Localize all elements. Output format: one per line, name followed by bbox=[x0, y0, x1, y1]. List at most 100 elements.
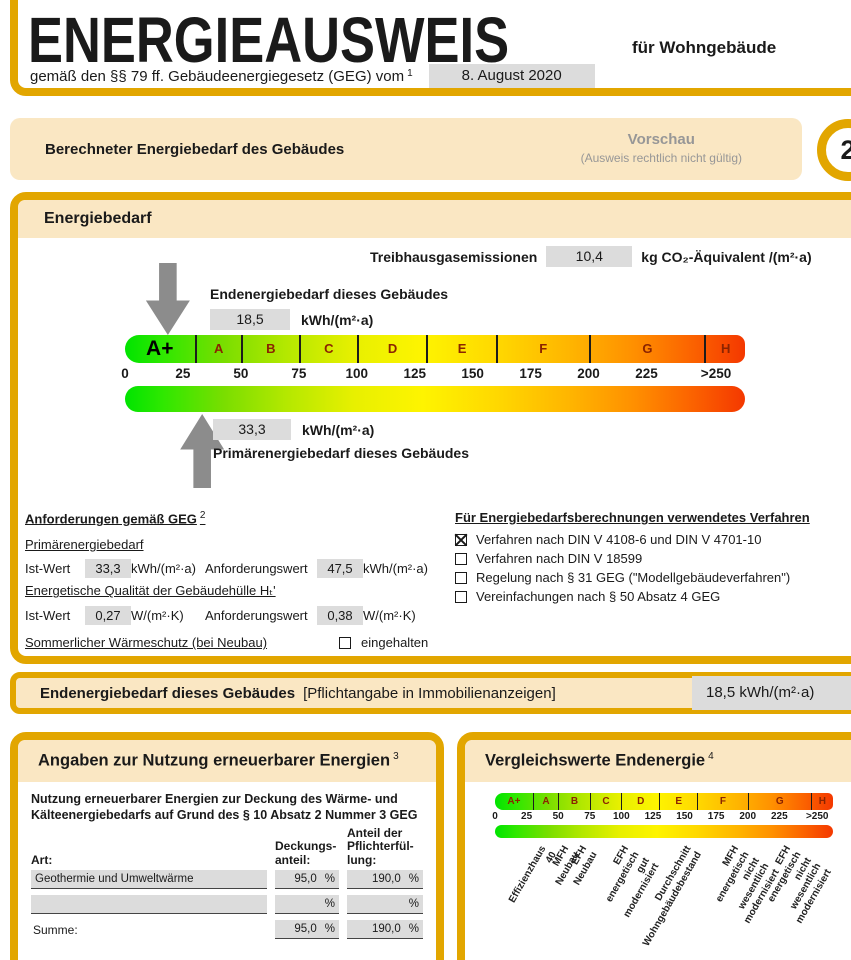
end-energy-label: Endenergiebedarf dieses Gebäudes bbox=[210, 286, 449, 302]
document-header: ENERGIEAUSWEIS für Wohngebäude gemäß den… bbox=[10, 0, 851, 96]
scale-tick-25: 25 bbox=[175, 366, 191, 381]
scale-tick-150: 150 bbox=[676, 811, 693, 822]
comparison-class-scale: A+ A B C D E F G H bbox=[495, 793, 833, 810]
comparison-scale-ticks: 0 25 50 75 100 125 150 175 200 225 >250 bbox=[492, 811, 833, 824]
energy-class-a: A bbox=[194, 335, 241, 363]
method-option-row: Vereinfachungen nach § 50 Absatz 4 GEG bbox=[455, 587, 851, 606]
pflicht-cell-value: 190,0 bbox=[371, 873, 401, 886]
ghg-label: Treibhausgasemissionen bbox=[370, 248, 538, 265]
primary-anf-field: 47,5 bbox=[317, 559, 363, 579]
scale-tick-100: 100 bbox=[613, 811, 630, 822]
scale-tick->250: >250 bbox=[805, 811, 829, 822]
percent-sign: % bbox=[324, 898, 335, 911]
ist-wert-label: Ist-Wert bbox=[25, 608, 71, 624]
primary-energy-value-row: 33,3 kWh/(m²·a) bbox=[213, 419, 374, 440]
scale-tick->250: >250 bbox=[700, 366, 732, 381]
summe-row: Summe: 95,0% 190,0% bbox=[31, 920, 423, 940]
energy-class-a: A bbox=[532, 793, 558, 810]
primary-requirement-heading: Primärenergiebedarf bbox=[25, 537, 144, 553]
energy-class-c: C bbox=[589, 793, 622, 810]
energy-class-f: F bbox=[697, 793, 748, 810]
col-pflichterfuellung: Anteil der Pflichterfül- lung: bbox=[347, 826, 414, 867]
preview-watermark: Vorschau (Ausweis rechtlich nicht gültig… bbox=[581, 131, 742, 167]
scale-tick-75: 75 bbox=[584, 811, 596, 822]
scale-tick-225: 225 bbox=[635, 366, 658, 381]
method-option-row: Verfahren nach DIN V 4108-6 und DIN V 47… bbox=[455, 530, 851, 549]
ist-wert-label: Ist-Wert bbox=[25, 561, 71, 577]
pflicht-cell: 190,0% bbox=[347, 870, 423, 890]
summe-pflicht-cell: 190,0% bbox=[347, 920, 423, 940]
end-banner-bracket: [Pflichtangabe in Immobilienanzeigen] bbox=[303, 684, 556, 702]
anforderungswert-label: Anforderungswert bbox=[205, 608, 308, 624]
pflicht-cell: % bbox=[347, 895, 423, 915]
envelope-requirement-row: Ist-Wert 0,27 W/(m²·K) Anforderungswert … bbox=[25, 603, 449, 628]
comparison-gradient-bar bbox=[495, 825, 833, 838]
method-checkbox-0[interactable] bbox=[455, 533, 467, 546]
renewables-table-header: Art: Deckungs- anteil: Anteil der Pflich… bbox=[31, 826, 423, 867]
envelope-anf-unit: W/(m²·K) bbox=[363, 608, 416, 624]
primary-anf-unit: kWh/(m²·a) bbox=[363, 561, 428, 577]
energy-class-d: D bbox=[356, 335, 427, 363]
comparison-scale: A+ A B C D E F G H 0 25 50 75 100 125 150 175 200 225 >250 bbox=[492, 793, 833, 838]
energy-gradient-bar bbox=[125, 386, 745, 412]
scale-tick-0: 0 bbox=[492, 811, 498, 822]
scale-tick-50: 50 bbox=[233, 366, 249, 381]
method-checkbox-2[interactable] bbox=[455, 571, 467, 584]
energy-class-b: B bbox=[558, 793, 590, 810]
energy-class-a+: A+ bbox=[507, 796, 521, 807]
energy-class-c: C bbox=[298, 335, 357, 363]
col-deckungsanteil: Deckungs- anteil: bbox=[275, 839, 337, 867]
energy-class-e: E bbox=[659, 793, 697, 810]
scale-tick-200: 200 bbox=[739, 811, 757, 822]
treibhausgas-row: Treibhausgasemissionen 10,4 kg CO₂-Äquiv… bbox=[370, 246, 812, 267]
percent-sign: % bbox=[324, 873, 335, 886]
law-reference-text: gemäß den §§ 79 ff. Gebäudeenergiegesetz… bbox=[30, 67, 405, 85]
method-option-label: Regelung nach § 31 GEG ("Modellgebäudeve… bbox=[476, 570, 791, 585]
document-title: ENERGIEAUSWEIS bbox=[28, 4, 510, 76]
section-energiebedarf-title: Energiebedarf bbox=[18, 200, 851, 238]
end-energy-arrow-icon bbox=[145, 263, 190, 335]
method-block: Für Energiebedarfsberechnungen verwendet… bbox=[455, 510, 851, 606]
requirements-heading: Anforderungen gemäß GEG 2 bbox=[25, 510, 206, 527]
renewables-title: Angaben zur Nutzung erneuerbarer Energie… bbox=[18, 740, 436, 782]
summer-heat-option: eingehalten bbox=[361, 635, 429, 651]
requirements-block: Anforderungen gemäß GEG 2 Primärenergiebe… bbox=[25, 510, 449, 650]
footnote-3: 3 bbox=[393, 751, 399, 762]
scale-tick-175: 175 bbox=[519, 366, 542, 381]
envelope-heading: Energetische Qualität der Gebäudehülle H… bbox=[25, 583, 276, 599]
preview-label: Vorschau bbox=[627, 131, 695, 148]
art-cell bbox=[31, 895, 267, 915]
end-banner-value-field: 18,5 kWh/(m²·a) bbox=[692, 676, 851, 710]
ghg-value-field: 10,4 bbox=[546, 246, 633, 267]
summer-heat-checkbox[interactable] bbox=[339, 636, 352, 649]
summe-label: Summe: bbox=[33, 923, 78, 938]
method-checkbox-1[interactable] bbox=[455, 552, 467, 565]
art-cell: Geothermie und Umweltwärme bbox=[31, 870, 267, 890]
col-art: Art: bbox=[31, 852, 53, 867]
method-option-label: Vereinfachungen nach § 50 Absatz 4 GEG bbox=[476, 589, 721, 604]
energy-class-h: H bbox=[704, 335, 745, 363]
energy-class-e: E bbox=[426, 335, 496, 363]
end-energy-value-field: 18,5 bbox=[210, 309, 290, 330]
primary-ist-field: 33,3 bbox=[85, 559, 131, 579]
primary-energy-unit: kWh/(m²·a) bbox=[302, 421, 375, 438]
primary-requirement-row: Ist-Wert 33,3 kWh/(m²·a) Anforderungswer… bbox=[25, 556, 449, 581]
energy-class-a+: A+ bbox=[146, 337, 174, 360]
method-checkbox-3[interactable] bbox=[455, 590, 467, 603]
footnote-1: 1 bbox=[407, 67, 413, 79]
section-vergleichswerte: Vergleichswerte Endenergie 4 A+ A B C D E F G H 0… bbox=[457, 732, 851, 960]
preview-note: (Ausweis rechtlich nicht gültig) bbox=[580, 151, 742, 165]
banner-title: Berechneter Energiebedarf des Gebäudes bbox=[45, 140, 345, 158]
section-energiebedarf-content: Treibhausgasemissionen 10,4 kg CO₂-Äquiv… bbox=[18, 238, 851, 656]
section-energiebedarf: Energiebedarf Treibhausgasemissionen 10,… bbox=[10, 192, 851, 664]
renewables-content: Nutzung erneuerbarer Energien zur Deckun… bbox=[18, 782, 436, 940]
method-option-label: Verfahren nach DIN V 4108-6 und DIN V 47… bbox=[476, 532, 762, 547]
method-option-row: Regelung nach § 31 GEG ("Modellgebäudeve… bbox=[455, 568, 851, 587]
renewables-intro: Nutzung erneuerbarer Energien zur Deckun… bbox=[31, 792, 418, 822]
renewables-row: Geothermie und Umweltwärme 95,0% 190,0% bbox=[31, 870, 423, 890]
scale-tick-125: 125 bbox=[644, 811, 662, 822]
scale-tick-225: 225 bbox=[770, 811, 788, 822]
method-option-label: Verfahren nach DIN V 18599 bbox=[476, 551, 643, 566]
scale-tick-75: 75 bbox=[291, 366, 307, 381]
